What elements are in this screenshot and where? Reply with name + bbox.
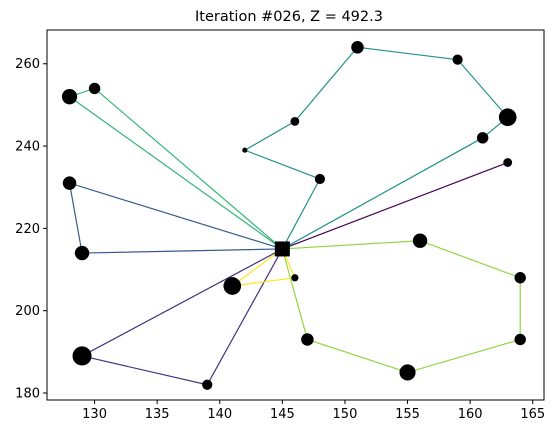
x-tick-label: 135 <box>145 407 170 422</box>
x-tick-label: 140 <box>207 407 232 422</box>
y-tick-label: 200 <box>15 304 40 319</box>
x-tick-label: 160 <box>458 407 483 422</box>
customer-point <box>88 82 101 95</box>
plot-frame <box>46 29 545 401</box>
plot-area <box>47 30 544 400</box>
customer-point <box>242 147 248 153</box>
chart-title: Iteration #026, Z = 492.3 <box>195 9 383 25</box>
customer-point <box>503 158 513 167</box>
nodes-layer <box>61 41 526 390</box>
y-tick-label: 180 <box>15 387 40 402</box>
customer-point <box>476 132 489 144</box>
y-tick-label: 240 <box>15 140 40 155</box>
customer-point <box>351 41 364 54</box>
route-line <box>80 248 283 386</box>
x-tick-label: 150 <box>333 407 358 422</box>
customer-point <box>514 333 526 346</box>
x-tick-label: 155 <box>395 407 420 422</box>
customer-point <box>72 346 92 366</box>
route-line <box>230 248 296 287</box>
customer-point <box>291 274 299 282</box>
x-tick-label: 165 <box>520 407 545 422</box>
route-line <box>68 87 283 250</box>
customer-point <box>202 379 213 390</box>
customer-point <box>498 108 517 127</box>
customer-point <box>223 277 242 295</box>
depot-marker <box>274 241 290 257</box>
customer-point <box>514 272 526 284</box>
y-tick-label: 220 <box>15 222 40 237</box>
customer-point <box>452 54 463 65</box>
customer-point <box>62 176 77 190</box>
x-tick-label: 145 <box>270 407 295 422</box>
x-tick-label: 130 <box>82 407 107 422</box>
customer-point <box>74 245 90 261</box>
customer-point <box>314 173 326 185</box>
customer-point <box>399 364 416 381</box>
customer-point <box>61 89 78 105</box>
customer-point <box>301 333 314 346</box>
customer-point <box>290 116 300 126</box>
customer-point <box>412 233 428 248</box>
route-line <box>68 182 283 254</box>
y-tick-label: 260 <box>15 57 40 72</box>
ticks-layer: 130 135 140 145 150 155 160 165 180 200 220 240 260 <box>15 57 545 422</box>
